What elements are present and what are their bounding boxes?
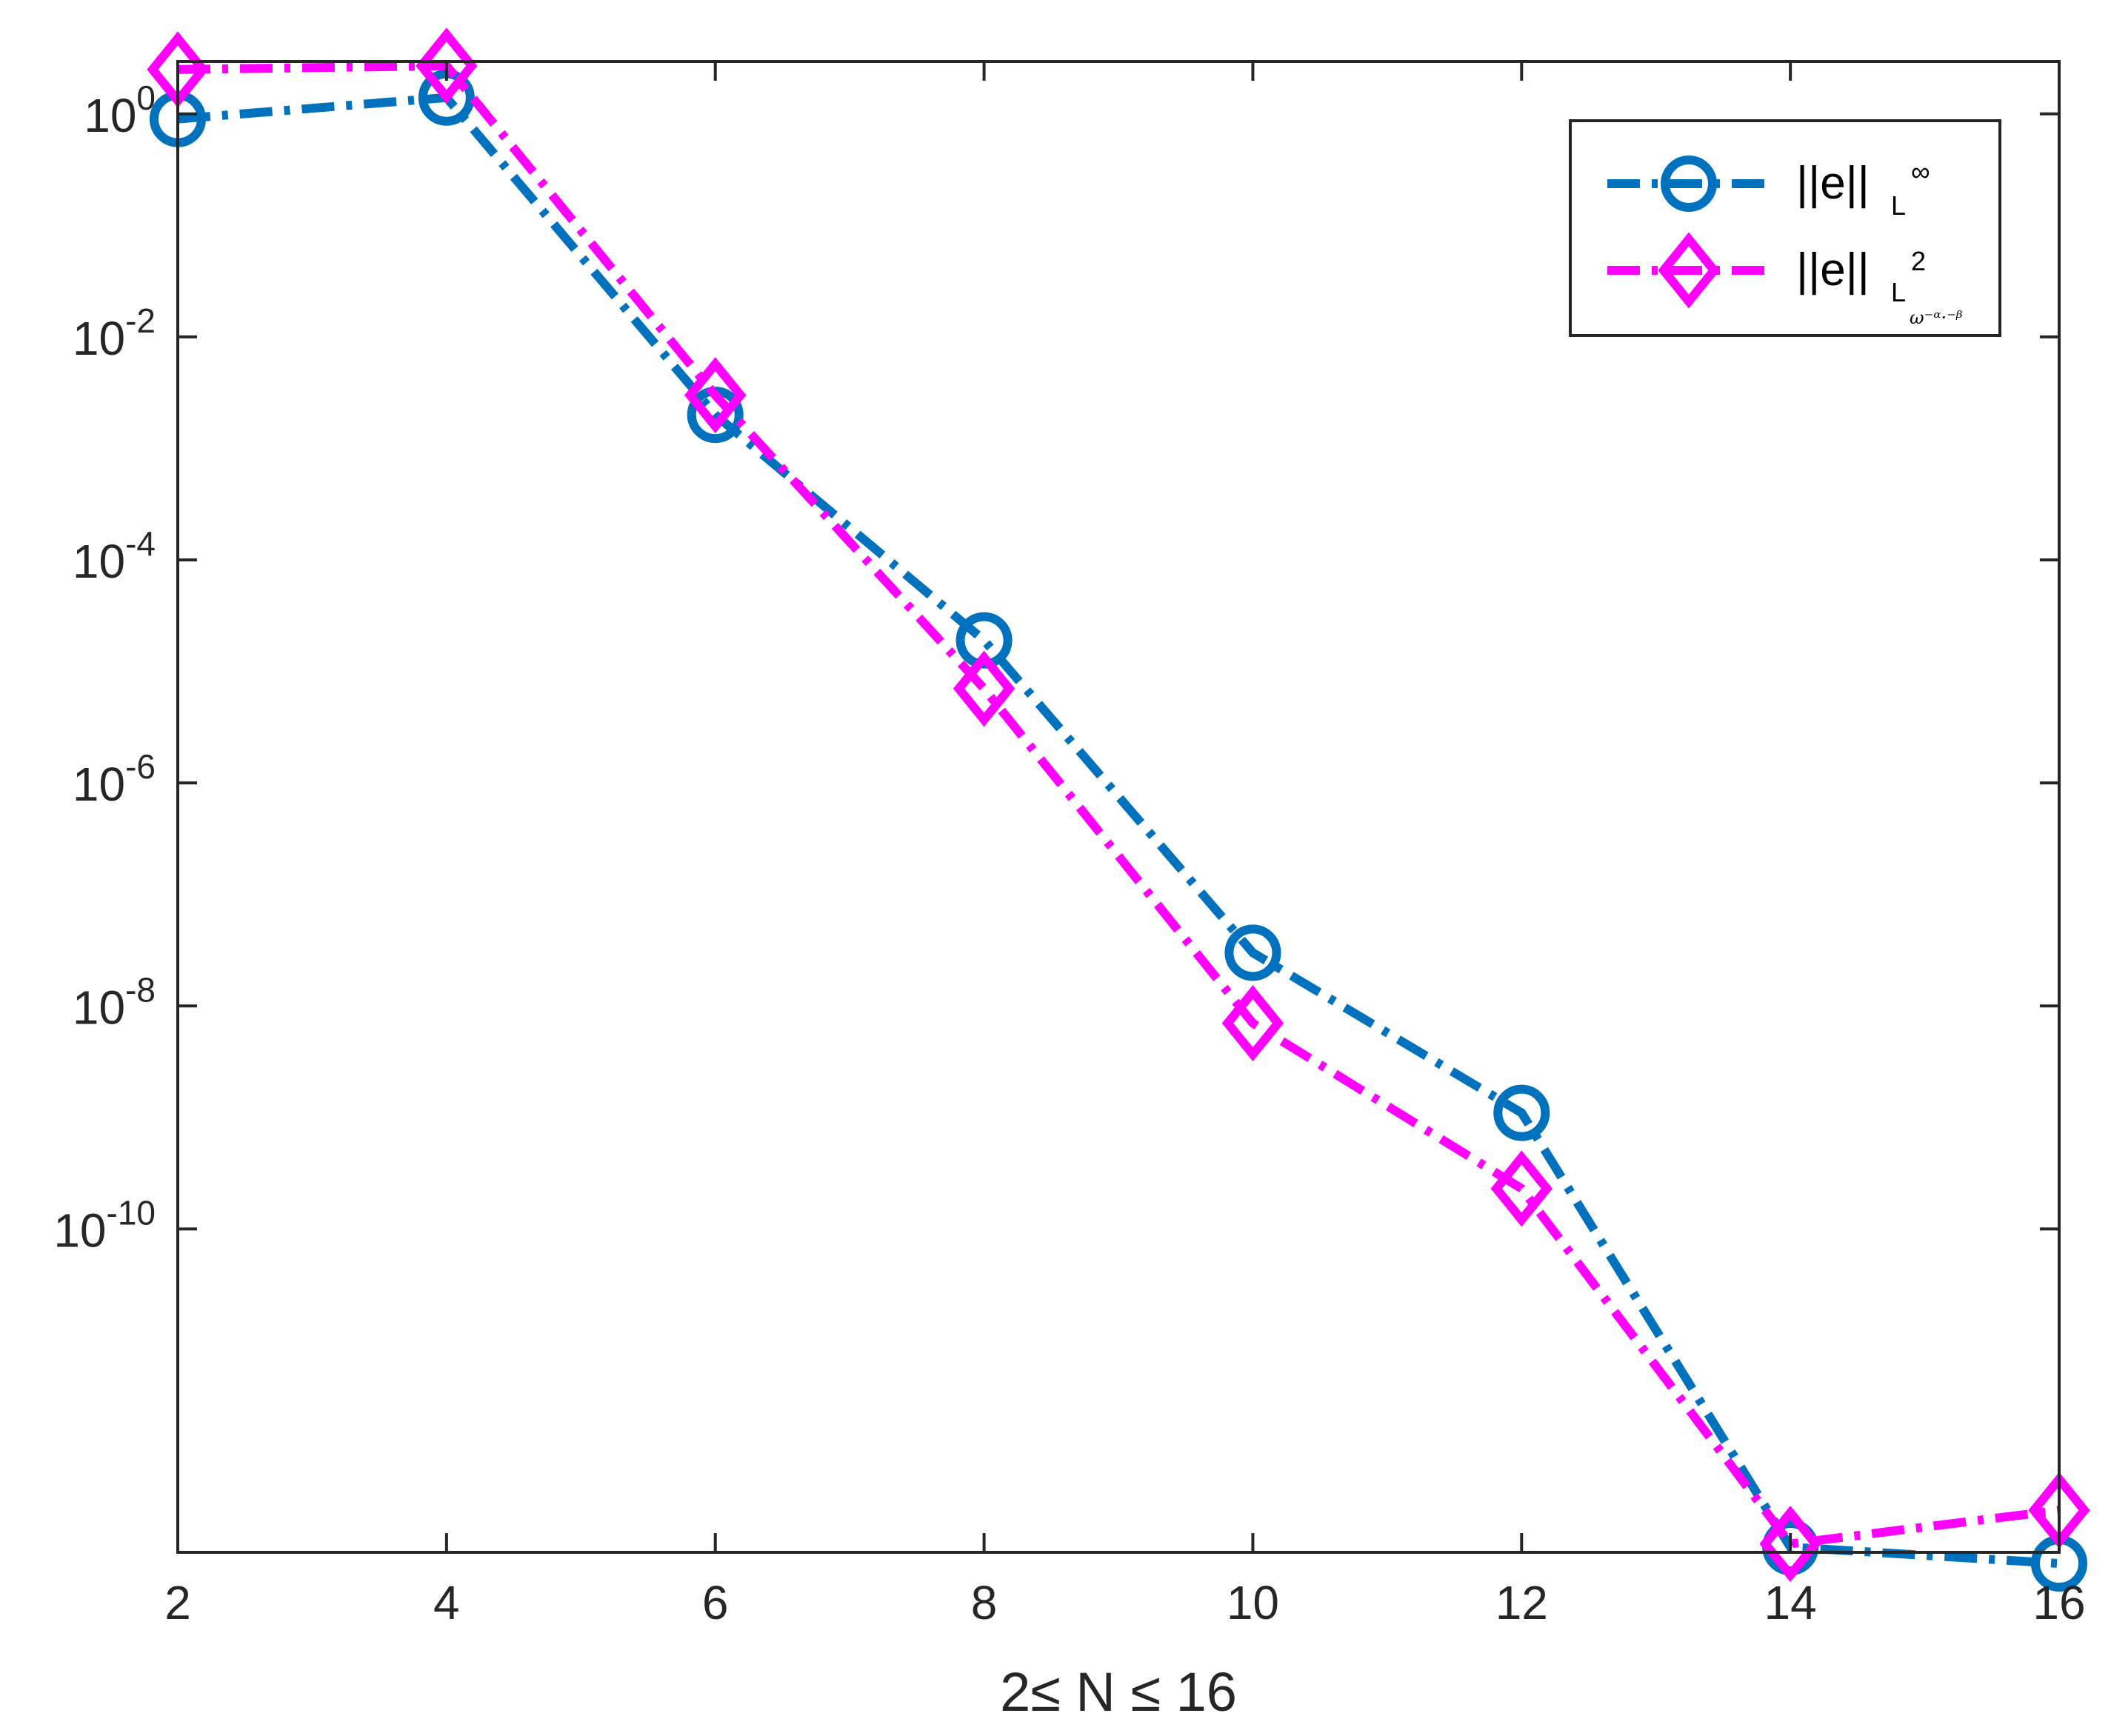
x-tick-label: 10 bbox=[1227, 1576, 1279, 1629]
legend-box bbox=[1569, 119, 2001, 337]
legend-sup-l2: 2 bbox=[1911, 246, 1926, 276]
x-axis-label: 2≤ N ≤ 16 bbox=[1000, 1661, 1237, 1723]
legend-label-linf: ||e|| bbox=[1796, 158, 1870, 209]
y-tick-label: 10-10 bbox=[53, 1193, 156, 1257]
legend-subsub-l2: ω⁻ᵅ·⁻ᵝ bbox=[1910, 307, 1963, 328]
data-point-l2 bbox=[416, 27, 478, 104]
legend-items: ||e|| L∞||e|| L2ω⁻ᵅ·⁻ᵝ bbox=[1607, 156, 1963, 328]
legend-sup-linf: ∞ bbox=[1911, 156, 1930, 187]
data-point-l2 bbox=[684, 357, 747, 434]
legend: ||e|| L∞||e|| L2ω⁻ᵅ·⁻ᵝ bbox=[1569, 119, 2001, 337]
data-point-linf bbox=[1493, 1084, 1550, 1141]
data-point-l2 bbox=[1759, 1506, 1821, 1583]
data-point-l2 bbox=[1221, 985, 1284, 1062]
y-tick-exponent: 0 bbox=[136, 79, 156, 117]
legend-marker-linf bbox=[1661, 156, 1717, 212]
y-tick-exponent: -4 bbox=[125, 524, 156, 563]
y-tick-base: 10 bbox=[73, 535, 125, 588]
data-point-l2 bbox=[953, 650, 1016, 727]
y-tick-label: 10-4 bbox=[73, 524, 156, 588]
x-tick-label: 12 bbox=[1495, 1576, 1548, 1629]
y-tick-label: 100 bbox=[84, 79, 156, 142]
y-tick-base: 10 bbox=[73, 758, 125, 811]
x-tick-label: 2 bbox=[164, 1576, 191, 1629]
y-tick-base: 10 bbox=[84, 89, 136, 142]
legend-marker-l2 bbox=[1658, 232, 1720, 309]
y-tick-exponent: -2 bbox=[125, 301, 156, 340]
x-tick-label: 4 bbox=[433, 1576, 460, 1629]
y-tick-exponent: -6 bbox=[125, 747, 156, 786]
x-tick-label: 6 bbox=[702, 1576, 729, 1629]
y-tick-label: 10-6 bbox=[73, 747, 156, 811]
x-tick-label: 14 bbox=[1764, 1576, 1817, 1629]
legend-entry-linf: ||e|| L∞ bbox=[1607, 156, 1930, 221]
y-tick-label: 10-8 bbox=[73, 970, 156, 1034]
legend-sub-l2: L bbox=[1891, 277, 1906, 307]
y-tick-base: 10 bbox=[73, 312, 125, 365]
plot-frame bbox=[176, 60, 2061, 1554]
legend-entry-l2: ||e|| L2 ω⁻ᵅ·⁻ᵝ bbox=[1607, 232, 1963, 328]
series-line-l2 bbox=[177, 61, 2060, 1549]
y-tick-exponent: -8 bbox=[125, 970, 156, 1009]
legend-sub-linf: L bbox=[1891, 190, 1906, 221]
y-tick-exponent: -10 bbox=[107, 1193, 156, 1232]
x-tick-label: 16 bbox=[2032, 1576, 2085, 1629]
data-point-linf bbox=[1224, 924, 1281, 981]
series-line-linf bbox=[177, 93, 2060, 1569]
legend-label-l2: ||e|| bbox=[1796, 244, 1870, 296]
y-tick-label: 10-2 bbox=[73, 301, 156, 365]
y-tick-base: 10 bbox=[73, 981, 125, 1034]
y-tick-base: 10 bbox=[53, 1203, 106, 1257]
x-tick-label: 8 bbox=[971, 1576, 998, 1629]
data-point-l2 bbox=[1490, 1150, 1553, 1227]
